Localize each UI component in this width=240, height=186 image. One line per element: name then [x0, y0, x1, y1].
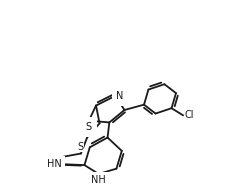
Text: N: N: [116, 91, 124, 101]
Text: S: S: [78, 142, 84, 152]
Text: HN: HN: [48, 159, 62, 169]
Text: Cl: Cl: [185, 110, 194, 120]
Text: NH: NH: [91, 175, 106, 185]
Text: S: S: [86, 122, 92, 132]
